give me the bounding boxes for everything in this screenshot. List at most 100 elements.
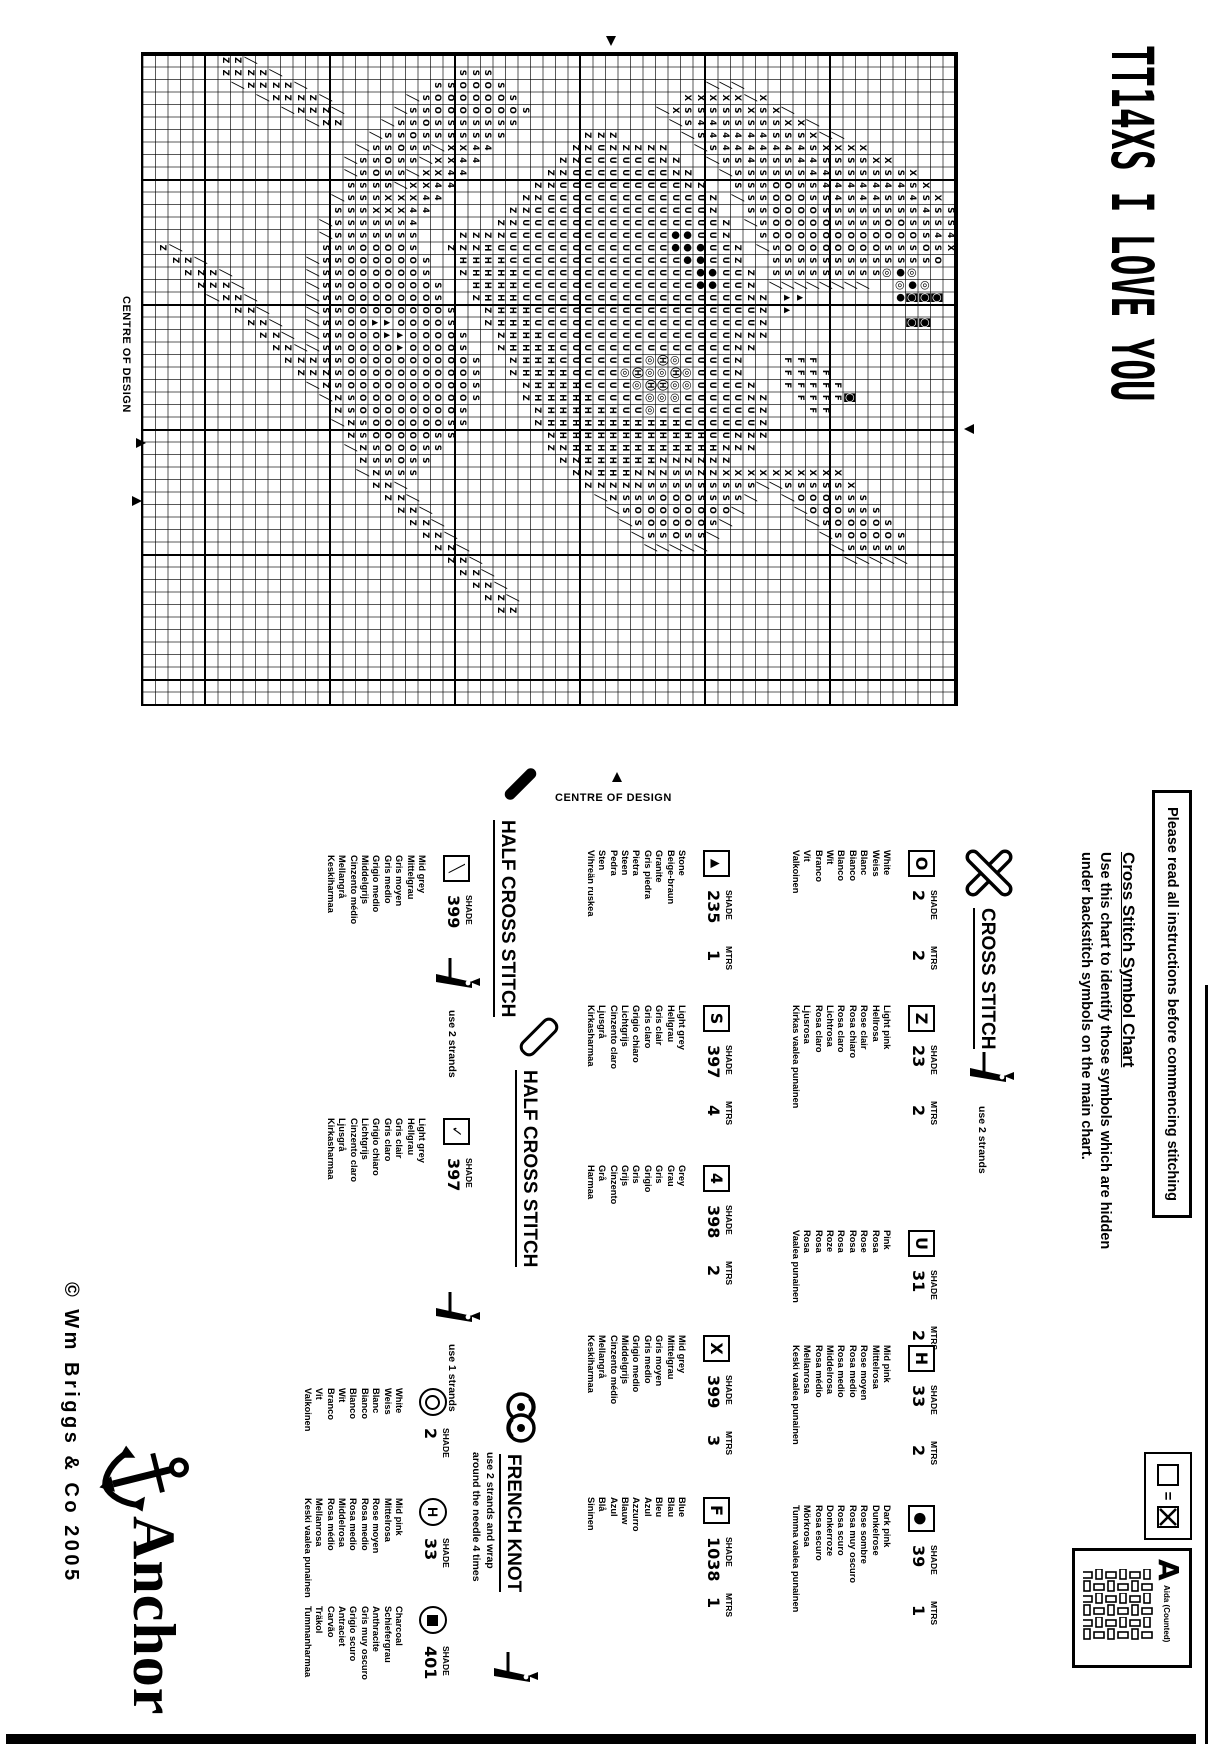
grid-cell-light-grey-397: S [744, 482, 755, 489]
grid-cell-light-pink-23: Z [494, 232, 505, 239]
grid-cell-pink-31: U [644, 156, 655, 164]
grid-cell-dark-pink-39: ● [707, 268, 719, 278]
color-name: Kirkas vaalea punainen [790, 1005, 801, 1109]
grid-cell-light-grey-397: S [869, 544, 880, 551]
color-name: Keski vaalea punainen [302, 1498, 313, 1598]
grid-cell-light-pink-23: Z [619, 144, 630, 151]
grid-cell-dark-pink-39: ● [682, 255, 694, 265]
shade-header: SHADE [724, 1045, 734, 1075]
grid-cell-half-cross-stitch: ╱ [756, 481, 770, 489]
grid-cell-white-2: O [407, 319, 418, 327]
grid-cell-pink-31: U [607, 331, 618, 339]
grid-cell-white-2: O [844, 231, 855, 239]
grid-cell-light-pink-23: Z [744, 269, 755, 276]
grid-cell-pink-31: U [657, 256, 668, 264]
grid-cell-half-cross-stitch: ╱ [281, 331, 295, 339]
grid-cell-light-grey-397: S [432, 282, 443, 289]
color-name: Rosa escuro [813, 1505, 824, 1561]
grid-cell-half-cross-stitch: ╱ [856, 281, 870, 289]
color-names: Light grey Hellgrau Gris clair Gris claro Gr… [584, 1005, 687, 1069]
grid-cell-white-2: O [369, 431, 380, 439]
grid-cell-light-grey-397: S [419, 457, 430, 464]
grid-cell-light-grey-397: S [357, 182, 368, 189]
grid-cell-pink-31: U [594, 306, 605, 314]
color-name: Mellangrå [597, 1335, 608, 1379]
grid-cell-mid-grey-399: X [694, 94, 705, 102]
color-name: Mid pink [882, 1345, 892, 1383]
grid-cell-half-cross-stitch: ╱ [743, 219, 757, 227]
color-name: Mittelrosa [382, 1498, 393, 1542]
grid-cell-light-pink-23: Z [469, 294, 480, 301]
color-name: Harmaa [585, 1165, 596, 1200]
grid-cell-light-grey-397: S [394, 219, 405, 226]
color-name: Branco [325, 1388, 336, 1421]
grid-cell-mid-pink-33: H [607, 444, 618, 452]
grid-cell-white-2: O [819, 244, 830, 252]
grid-cell-mid-pink-33: H [644, 431, 655, 439]
grid-cell-stone-235: ▲ [395, 332, 405, 339]
color-name: Blå [597, 1497, 608, 1512]
grid-cell-pink-31: U [619, 281, 630, 289]
grid-cell-grey-398: 4 [857, 182, 868, 189]
grid-cell-mid-pink-33: H [594, 469, 605, 477]
grid-cell-white-2: O [382, 244, 393, 252]
grid-cell-french-knot-charcoal-401: ◙ [931, 292, 945, 304]
grid-cell-pink-31: U [569, 206, 580, 214]
grid-cell-white-2: O [869, 531, 880, 539]
grid-cell-white-2: O [407, 369, 418, 377]
color-name: Hellgrau [405, 1118, 416, 1156]
grid-cell-half-cross-stitch: ╱ [668, 544, 682, 552]
grid-cell-pink-31: U [594, 169, 605, 177]
grid-cell-light-grey-397: S [419, 144, 430, 151]
cross-stitch-use: use 2 strands [976, 1106, 988, 1174]
grid-cell-grey-398: 4 [707, 132, 718, 139]
grid-cell-pink-31: U [507, 231, 518, 239]
grid-cell-light-pink-23: Z [482, 232, 493, 239]
grid-cell-blue-1038: F [832, 394, 843, 401]
grid-cell-mid-pink-33: H [519, 319, 530, 327]
grid-cell-light-grey-397: S [719, 107, 730, 114]
grid-cell-half-cross-stitch: ╱ [718, 81, 732, 89]
grid-cell-light-grey-397: S [832, 207, 843, 214]
color-name: Rosa [870, 1230, 881, 1253]
color-name: Ljusrosa [802, 1005, 813, 1044]
grid-cell-light-grey-397: S [682, 482, 693, 489]
grid-cell-french-knot-white-2: ◎ [681, 367, 695, 378]
grid-cell-light-grey-397: S [782, 157, 793, 164]
color-name: Vit [802, 850, 813, 862]
grid-cell-pink-31: U [594, 244, 605, 252]
grid-cell-mid-pink-33: H [657, 444, 668, 452]
grid-cell-pink-31: U [594, 294, 605, 302]
legend-symbol-filled-dot: ● [908, 1505, 935, 1532]
grid-cell-light-pink-23: Z [682, 169, 693, 176]
grid-cell-white-2: O [407, 331, 418, 339]
grid-cell-mid-grey-399: X [832, 144, 843, 152]
grid-cell-pink-31: U [519, 281, 530, 289]
grid-cell-white-2: O [819, 494, 830, 502]
grid-cell-mid-pink-33: H [532, 381, 543, 389]
grid-cell-white-2: O [419, 331, 430, 339]
x-stitch-glyph [1159, 1508, 1177, 1527]
grid-cell-light-pink-23: Z [757, 307, 768, 314]
grid-cell-white-2: O [394, 406, 405, 414]
grid-cell-pink-31: U [544, 331, 555, 339]
grid-cell-pink-31: U [657, 181, 668, 189]
grid-cell-pink-31: U [607, 294, 618, 302]
grid-cell-pink-31: U [632, 331, 643, 339]
grid-cell-white-2: O [344, 356, 355, 364]
grid-cell-white-2: O [394, 394, 405, 402]
grid-cell-pink-31: U [644, 206, 655, 214]
grid-cell-pink-31: U [682, 319, 693, 327]
grid-cell-light-grey-397: S [782, 269, 793, 276]
grid-cell-pink-31: U [594, 319, 605, 327]
grid-cell-pink-31: U [644, 294, 655, 302]
grid-cell-mid-grey-399: X [944, 244, 955, 252]
grid-cell-white-2: O [369, 394, 380, 402]
grid-cell-pink-31: U [682, 331, 693, 339]
mtrs-number: 3 [704, 1435, 723, 1447]
grid-cell-light-grey-397: S [844, 269, 855, 276]
grid-cell-white-2: O [782, 194, 793, 202]
grid-cell-light-grey-397: S [619, 507, 630, 514]
grid-cell-white-2: O [369, 344, 380, 352]
grid-cell-mid-pink-33: H [532, 344, 543, 352]
